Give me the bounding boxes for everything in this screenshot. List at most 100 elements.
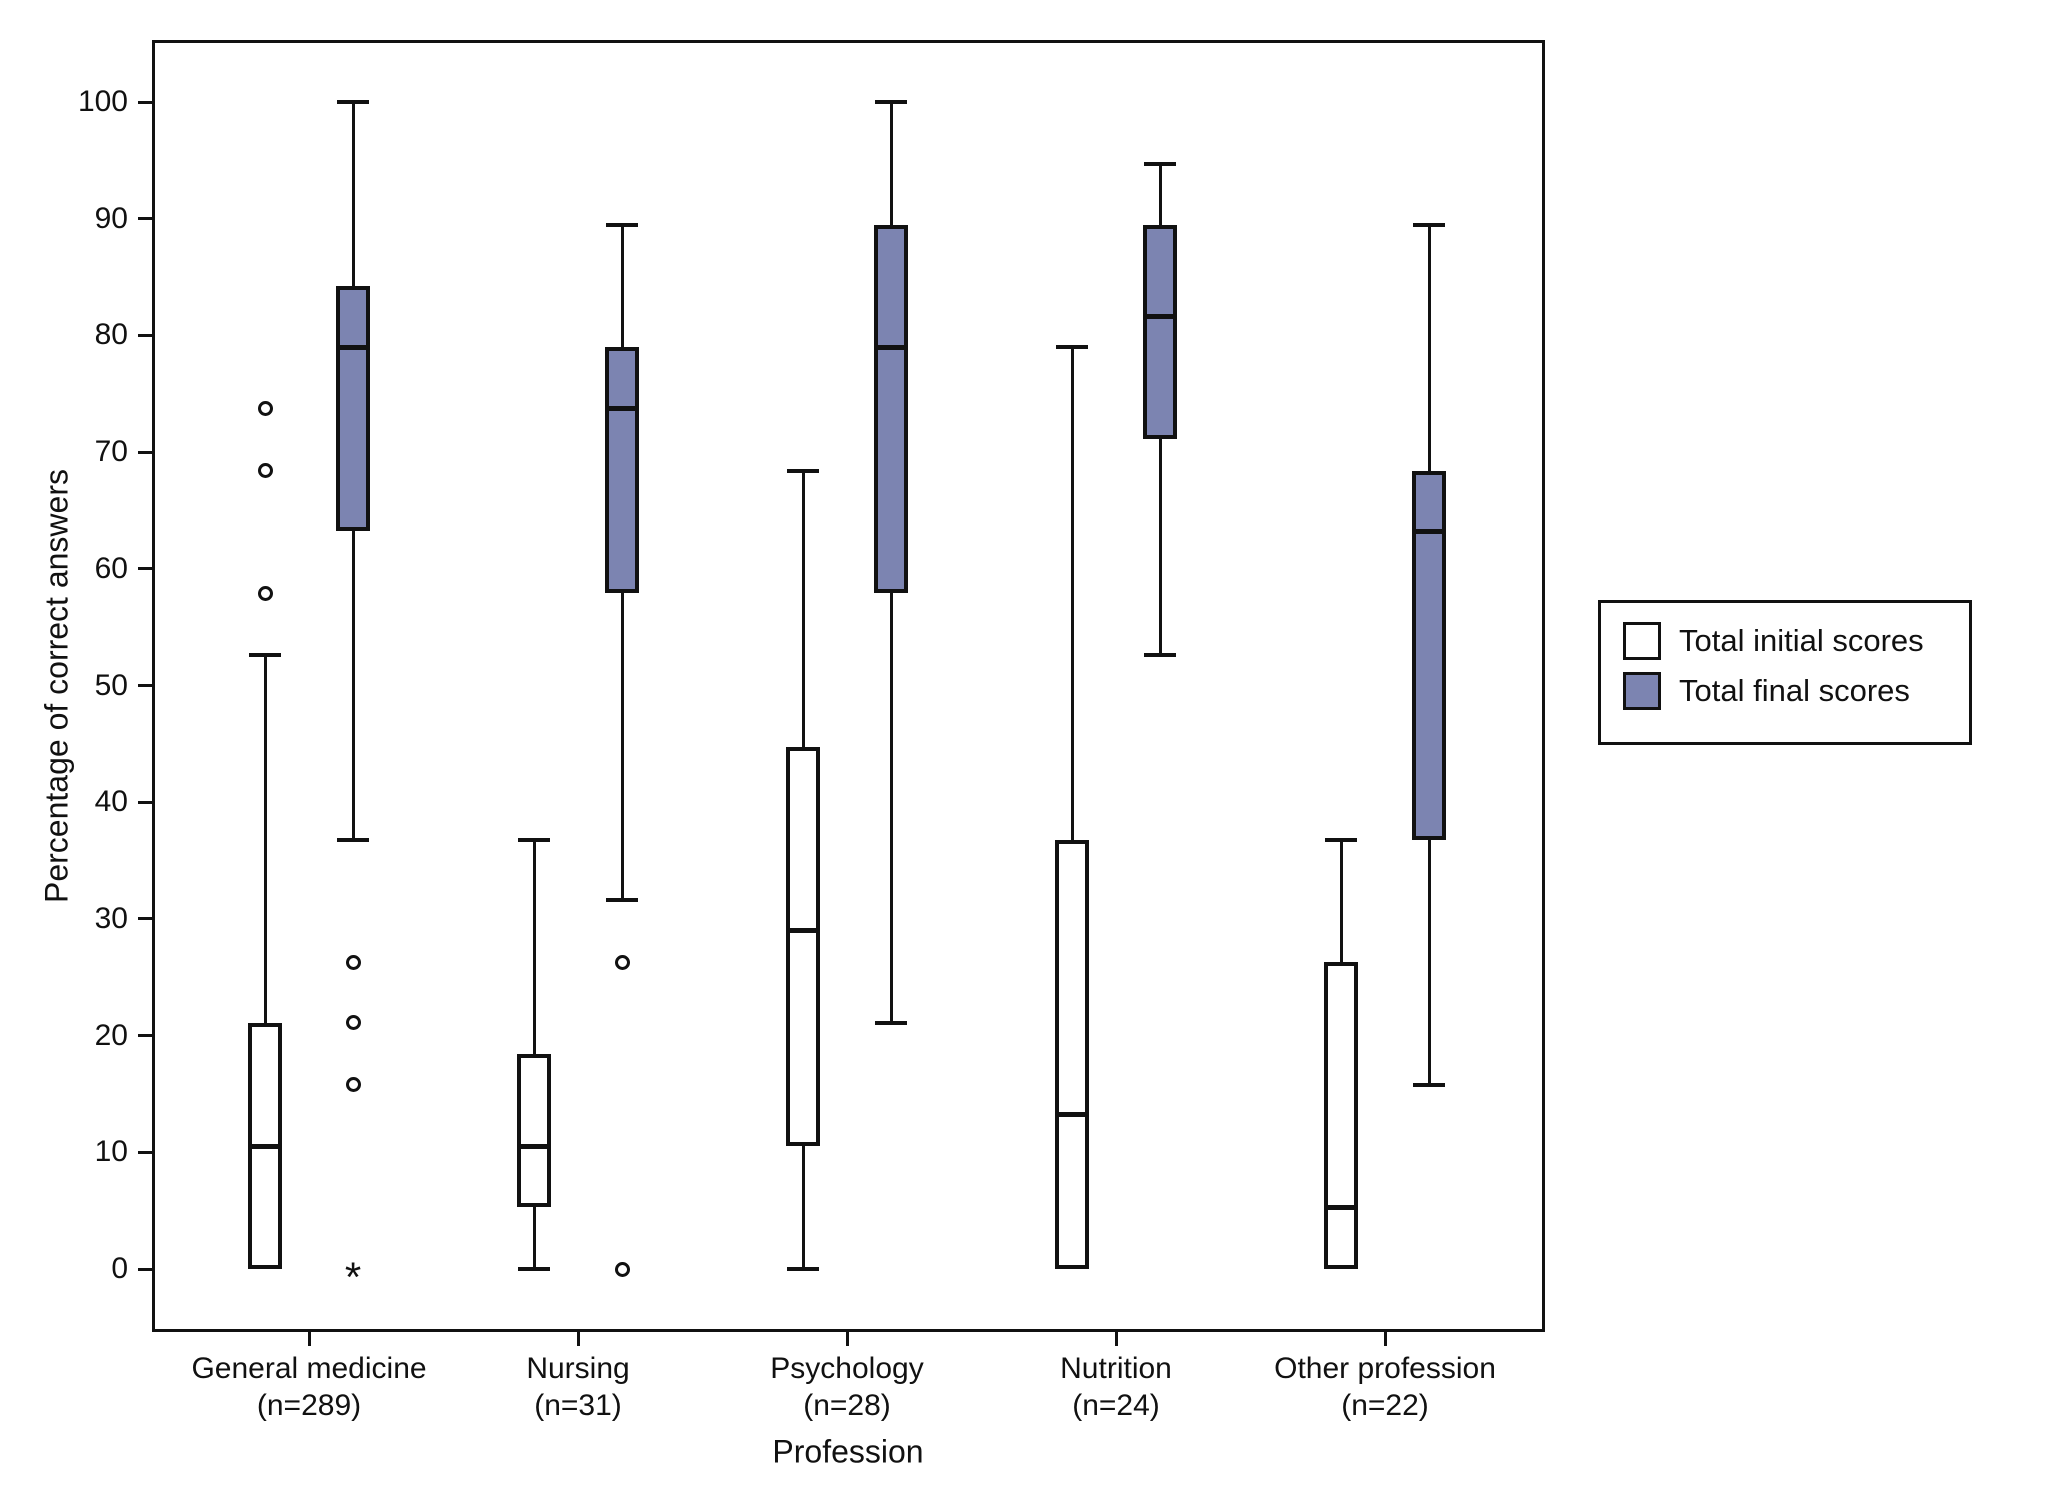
whisker-cap-upper-final-nutrition	[1144, 161, 1176, 166]
whisker-upper-initial-nursing	[532, 839, 536, 1055]
outlier-final-nursing	[614, 1261, 630, 1277]
y-axis-tick	[138, 100, 152, 104]
whisker-cap-upper-initial-other-profession	[1325, 837, 1357, 842]
whisker-upper-final-other-profession	[1427, 224, 1431, 471]
category-label: General medicine (n=289)	[159, 1350, 459, 1424]
whisker-lower-final-nursing	[620, 593, 624, 901]
whisker-cap-lower-final-nursing	[606, 898, 638, 903]
category-n: (n=289)	[256, 1389, 362, 1422]
median-final-nursing	[605, 406, 639, 412]
box-initial-nutrition	[1055, 839, 1089, 1269]
whisker-cap-upper-final-psychology	[875, 100, 907, 104]
whisker-cap-lower-initial-nursing	[518, 1267, 550, 1271]
y-axis-tick-label: 100	[77, 85, 128, 118]
median-final-general-medicine	[336, 344, 370, 350]
outlier-final-general-medicine	[345, 954, 361, 970]
y-axis-tick	[138, 567, 152, 571]
whisker-cap-upper-final-nursing	[606, 222, 638, 227]
category-n: (n=31)	[534, 1389, 622, 1422]
outlier-final-general-medicine	[345, 1077, 361, 1093]
y-axis-tick	[138, 450, 152, 454]
legend-label-final: Total final scores	[1679, 673, 1910, 708]
y-axis-tick-label: 30	[94, 901, 128, 935]
category-n: (n=28)	[803, 1389, 891, 1422]
y-axis-tick	[138, 217, 152, 221]
outlier-initial-general-medicine	[257, 463, 273, 479]
y-axis-tick-label: 90	[94, 201, 128, 235]
whisker-cap-lower-final-psychology	[875, 1020, 907, 1025]
y-axis-tick	[138, 1267, 152, 1271]
outlier-initial-general-medicine	[257, 401, 273, 417]
median-final-nutrition	[1143, 314, 1177, 320]
outlier-final-general-medicine	[345, 1015, 361, 1031]
category-label: Nutrition (n=24)	[966, 1350, 1266, 1424]
y-axis-tick-label: 60	[94, 551, 128, 585]
box-final-general-medicine	[336, 286, 370, 532]
whisker-cap-upper-initial-nursing	[518, 837, 550, 842]
whisker-upper-initial-psychology	[801, 470, 805, 748]
x-axis-tick	[845, 1332, 849, 1346]
box-initial-other-profession	[1324, 962, 1358, 1269]
whisker-cap-upper-initial-general-medicine	[249, 653, 281, 658]
legend-item-final: Total final scores	[1623, 671, 1969, 711]
y-axis-tick	[138, 684, 152, 687]
category-label: Psychology (n=28)	[697, 1350, 997, 1424]
whisker-cap-upper-initial-psychology	[787, 468, 819, 473]
category-name: Other profession	[1274, 1352, 1496, 1385]
category-label: Other profession (n=22)	[1235, 1350, 1535, 1424]
y-axis-tick-label: 50	[94, 668, 128, 702]
whisker-lower-final-general-medicine	[351, 531, 355, 840]
box-final-other-profession	[1412, 470, 1446, 840]
legend-item-initial: Total initial scores	[1623, 621, 1969, 661]
median-initial-nutrition	[1055, 1112, 1089, 1118]
legend-label-initial: Total initial scores	[1679, 623, 1924, 658]
whisker-upper-final-nursing	[620, 224, 624, 348]
outlier-initial-general-medicine	[257, 585, 273, 601]
whisker-upper-final-general-medicine	[351, 102, 355, 287]
whisker-cap-lower-final-general-medicine	[337, 837, 369, 842]
whisker-cap-upper-final-general-medicine	[337, 100, 369, 104]
whisker-cap-upper-final-other-profession	[1413, 222, 1445, 227]
y-axis-tick-label: 10	[94, 1135, 128, 1169]
final-scores-swatch	[1623, 672, 1661, 710]
x-axis-tick	[307, 1332, 311, 1346]
whisker-cap-upper-initial-nutrition	[1056, 345, 1088, 350]
x-axis-tick	[1383, 1332, 1387, 1346]
category-name: Nutrition	[1060, 1352, 1172, 1385]
whisker-upper-final-psychology	[889, 102, 893, 225]
y-axis-tick-label: 40	[94, 785, 128, 819]
y-axis-tick-label: 20	[94, 1018, 128, 1052]
category-name: Psychology	[770, 1352, 924, 1385]
median-initial-psychology	[786, 928, 820, 934]
box-initial-psychology	[786, 747, 820, 1147]
category-label: Nursing (n=31)	[428, 1350, 728, 1424]
median-initial-general-medicine	[248, 1143, 282, 1149]
y-axis-tick-label: 0	[111, 1252, 128, 1285]
x-axis-title: Profession	[772, 1433, 924, 1470]
box-final-nutrition	[1143, 224, 1177, 440]
x-axis-tick	[1114, 1332, 1118, 1346]
category-name: Nursing	[526, 1352, 630, 1385]
y-axis-tick	[138, 333, 152, 337]
whisker-lower-initial-nursing	[532, 1207, 536, 1269]
whisker-lower-initial-psychology	[801, 1146, 805, 1269]
box-final-nursing	[605, 347, 639, 594]
whisker-upper-final-nutrition	[1158, 163, 1162, 225]
whisker-lower-final-nutrition	[1158, 439, 1162, 656]
whisker-cap-lower-initial-psychology	[787, 1267, 819, 1271]
category-n: (n=24)	[1072, 1389, 1160, 1422]
whisker-cap-lower-final-nutrition	[1144, 653, 1176, 658]
median-final-other-profession	[1412, 528, 1446, 534]
whisker-cap-lower-final-other-profession	[1413, 1082, 1445, 1087]
x-axis-tick	[576, 1332, 580, 1346]
extreme-final-general-medicine: *	[344, 1253, 362, 1301]
y-axis-tick	[138, 917, 152, 921]
median-initial-nursing	[517, 1143, 551, 1149]
outlier-final-nursing	[614, 954, 630, 970]
box-initial-nursing	[517, 1054, 551, 1208]
median-initial-other-profession	[1324, 1204, 1358, 1210]
y-axis-tick	[138, 1034, 152, 1038]
box-final-psychology	[874, 224, 908, 594]
plot-area	[152, 40, 1545, 1332]
